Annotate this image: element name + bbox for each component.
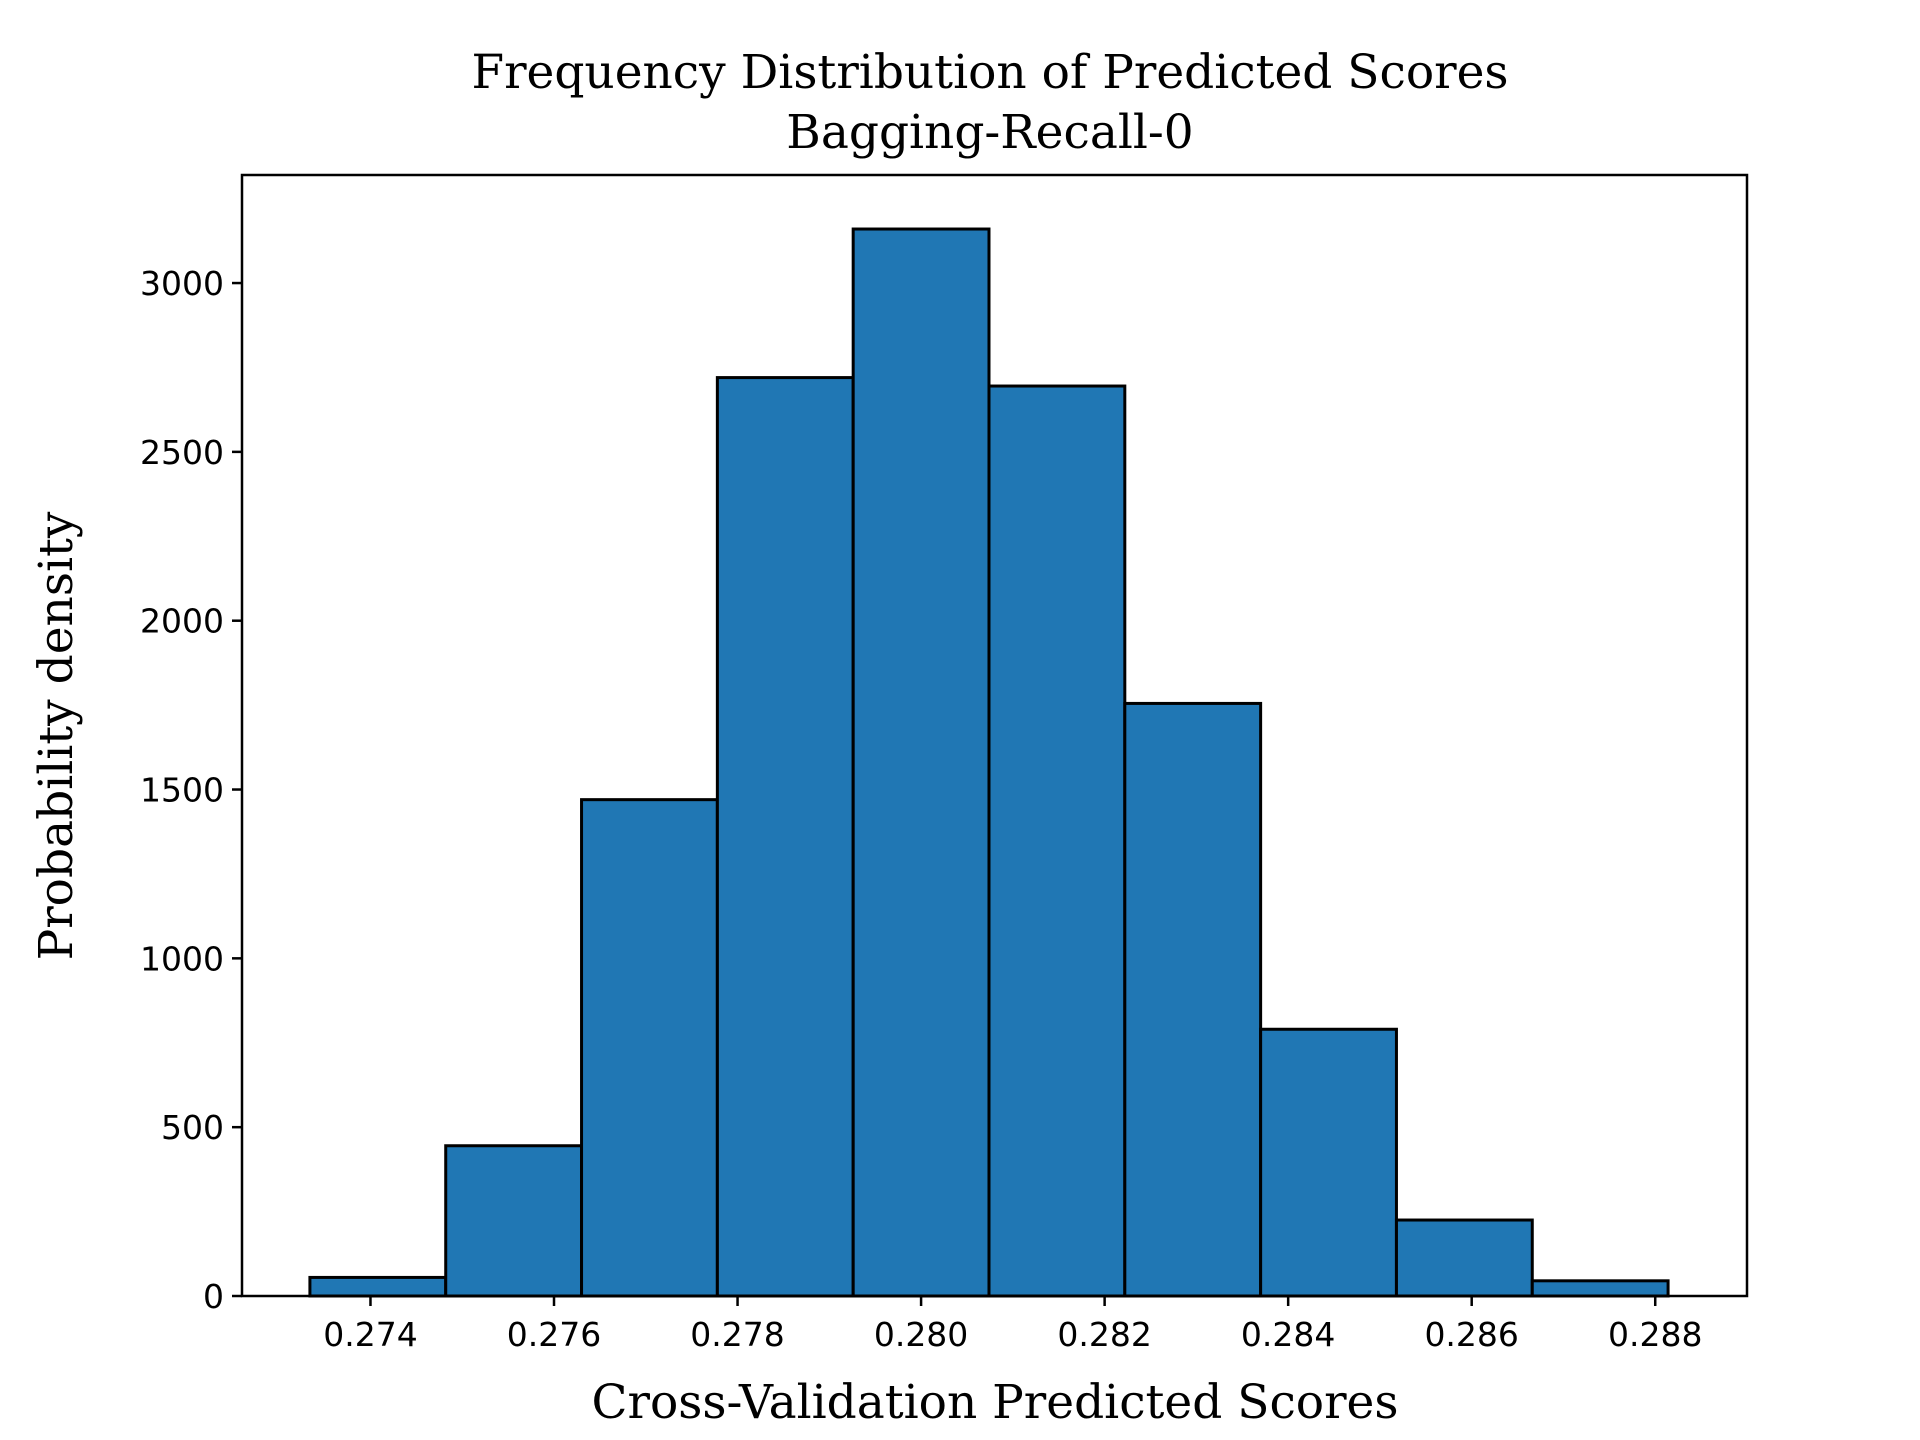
histogram-bar xyxy=(987,384,1127,1298)
histogram-bar xyxy=(308,1275,448,1298)
y-tick-label: 2500 xyxy=(140,433,224,472)
histogram-bar xyxy=(1530,1279,1670,1298)
x-axis-ticks: 0.274 0.276 0.278 0.280 0.282 0.284 0.286 0.288 xyxy=(323,1296,1702,1354)
y-tick-label: 0 xyxy=(203,1277,224,1316)
y-tick-label: 1500 xyxy=(140,771,224,810)
x-tick-label: 0.288 xyxy=(1608,1315,1702,1354)
histogram-bar xyxy=(715,376,855,1298)
x-tick-label: 0.284 xyxy=(1241,1315,1335,1354)
x-tick-label: 0.274 xyxy=(323,1315,417,1354)
histogram-bar xyxy=(580,798,719,1298)
y-tick-label: 3000 xyxy=(140,264,224,303)
histogram-bar xyxy=(1123,701,1263,1298)
histogram-bar xyxy=(1394,1218,1534,1298)
bars-group xyxy=(308,227,1670,1298)
chart-subtitle: Bagging-Recall-0 xyxy=(786,105,1193,160)
x-tick-label: 0.278 xyxy=(690,1315,784,1354)
x-tick-label: 0.286 xyxy=(1424,1315,1518,1354)
histogram-bar xyxy=(851,227,991,1298)
y-tick-label: 1000 xyxy=(140,939,224,978)
histogram-bar xyxy=(1259,1027,1398,1298)
chart-title: Frequency Distribution of Predicted Scor… xyxy=(471,45,1508,100)
y-axis-ticks: 0 500 1000 1500 2000 2500 3000 xyxy=(140,264,242,1316)
x-tick-label: 0.282 xyxy=(1057,1315,1151,1354)
x-tick-label: 0.276 xyxy=(507,1315,601,1354)
histogram-bar xyxy=(444,1144,584,1298)
x-tick-label: 0.280 xyxy=(874,1315,968,1354)
y-tick-label: 500 xyxy=(161,1108,224,1147)
x-axis-label: Cross-Validation Predicted Scores xyxy=(592,1375,1399,1430)
plot-frame xyxy=(240,173,1749,1298)
y-axis-label: Probability density xyxy=(29,511,84,960)
y-tick-label: 2000 xyxy=(140,602,224,641)
